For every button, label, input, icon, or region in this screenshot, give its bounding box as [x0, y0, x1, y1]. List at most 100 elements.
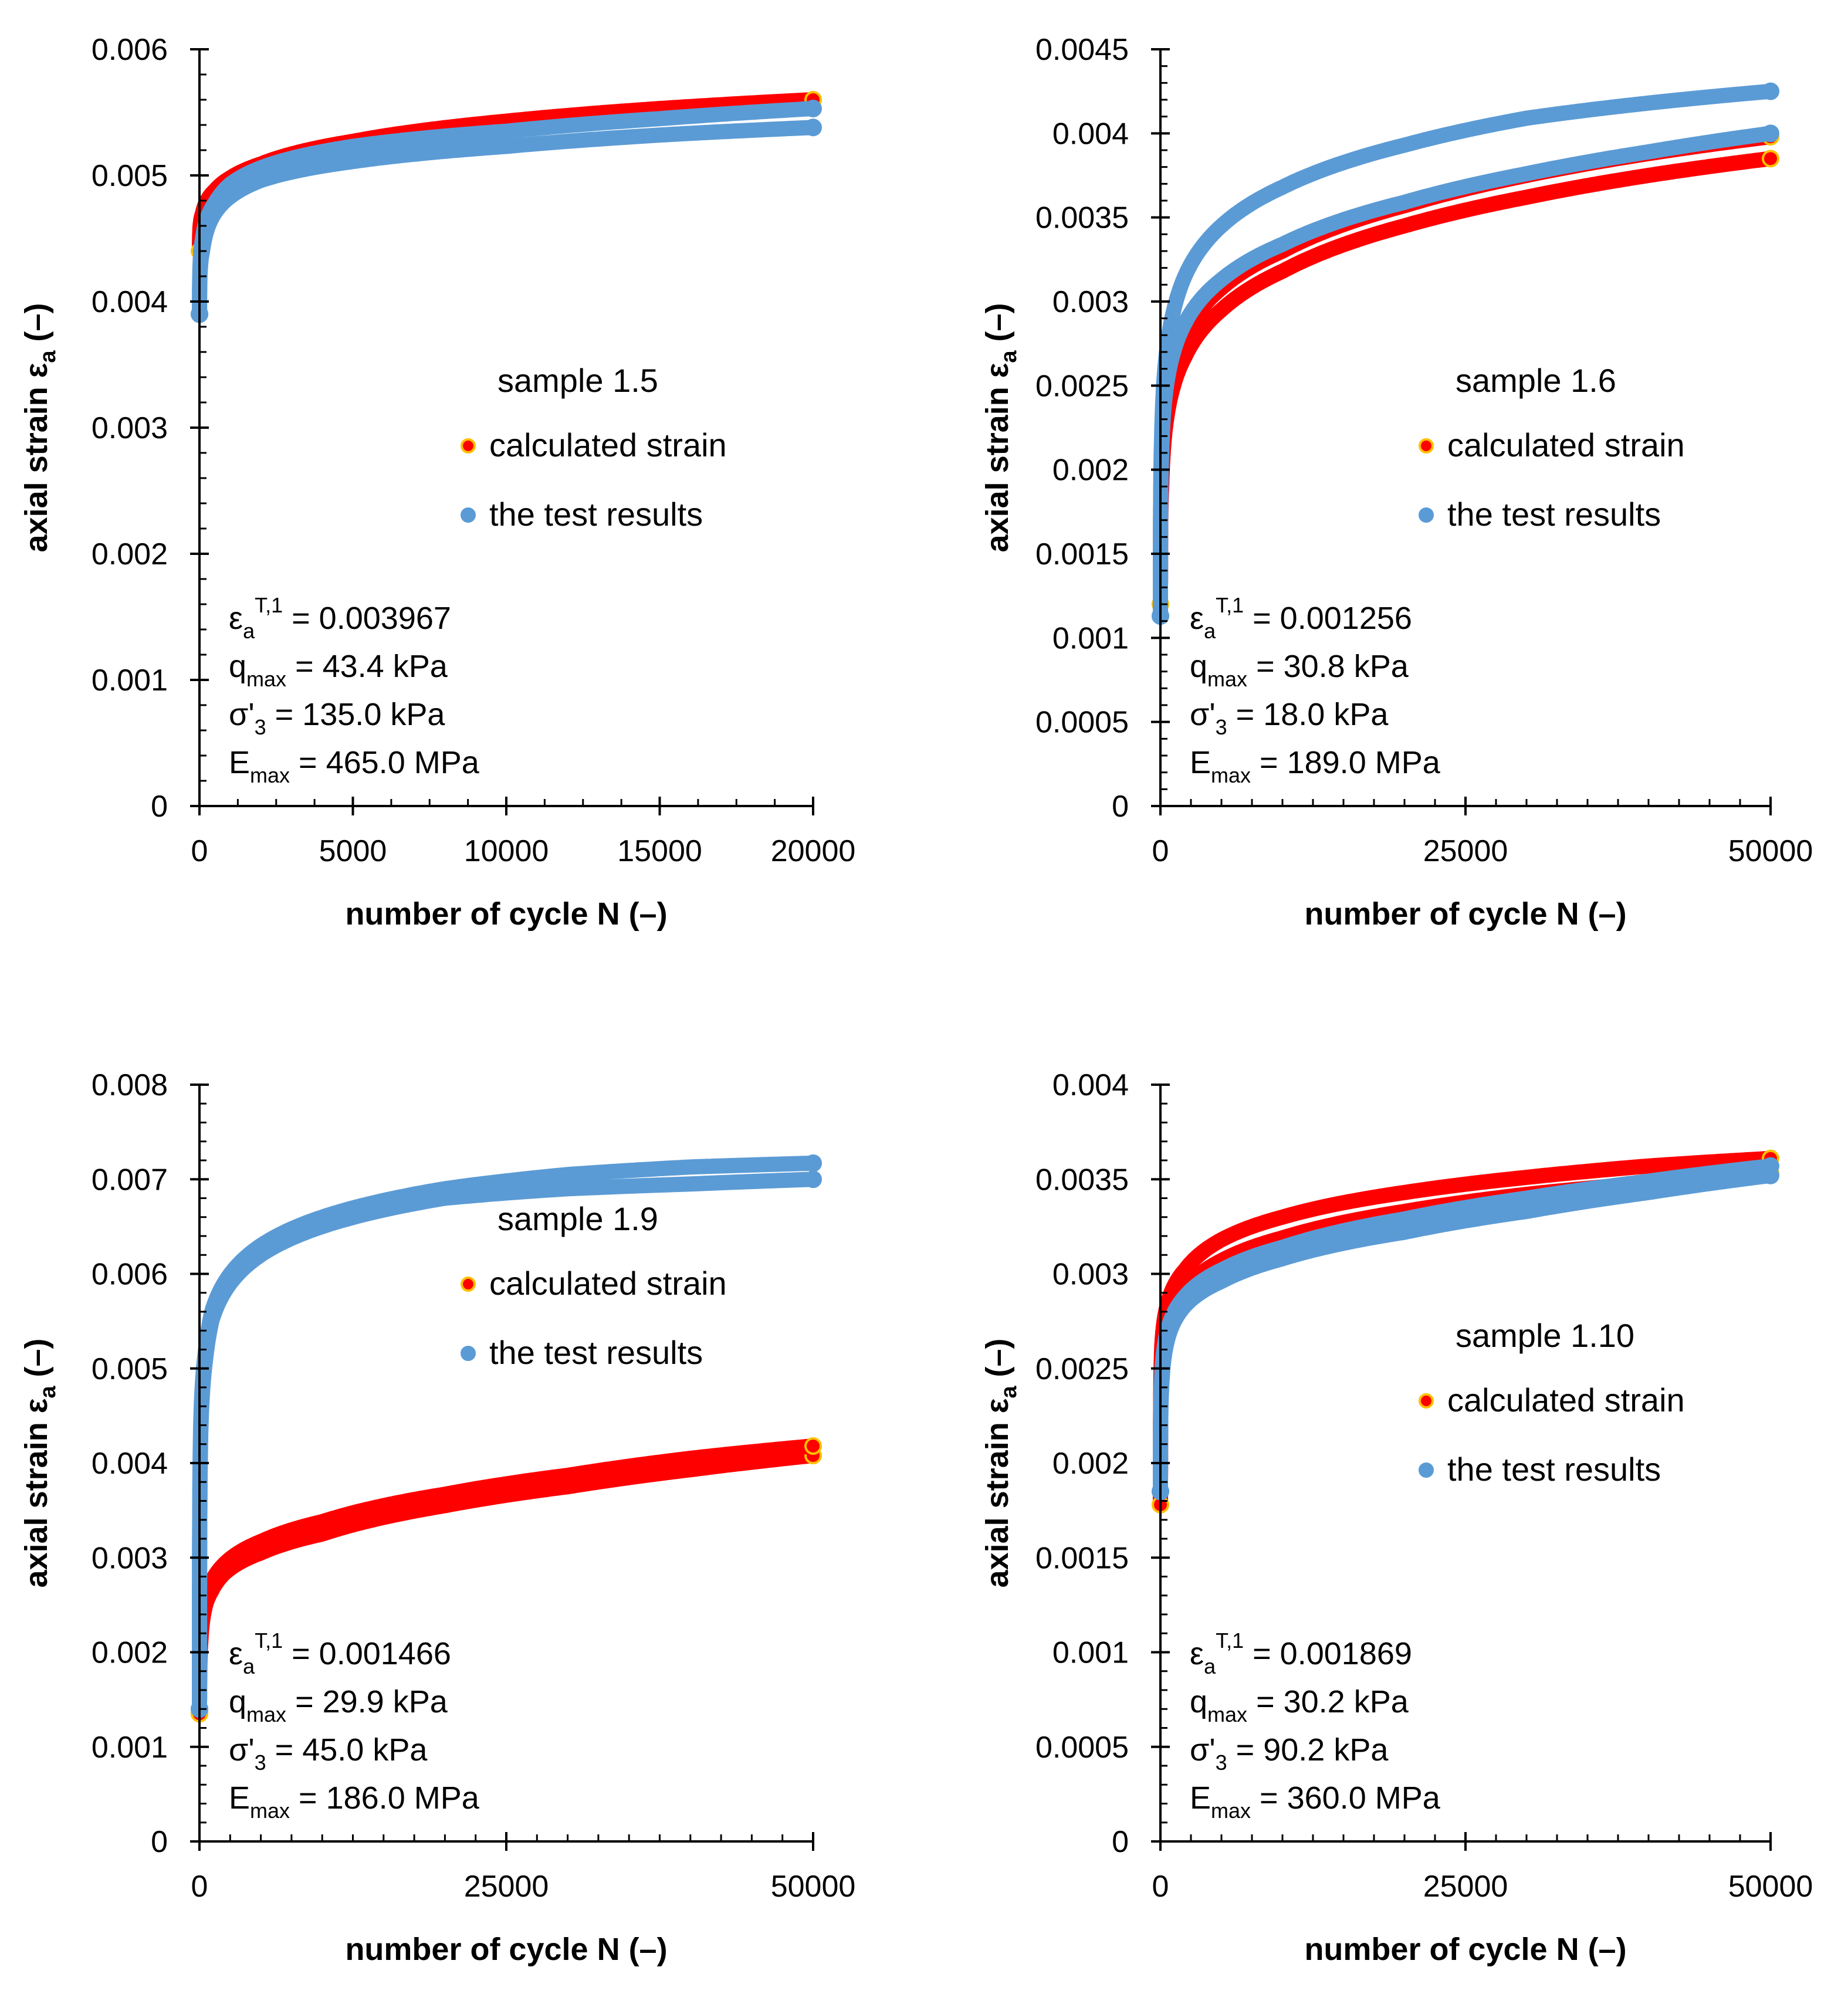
parameter-block: εaT,1 = 0.001256 qmax = 30.8 kPa σ'3 = 18.… — [1190, 593, 1441, 787]
param-line: qmax = 30.8 kPa — [1190, 649, 1409, 691]
legend-marker-test — [1419, 1462, 1434, 1478]
legend-marker-test — [461, 507, 476, 523]
y-tick-label: 0.001 — [1052, 1636, 1129, 1670]
y-axis-title: axial strain εa (–) — [19, 1339, 60, 1588]
x-tick-label: 50000 — [1728, 1870, 1813, 1904]
y-axis-title: axial strain εa (–) — [980, 1339, 1021, 1588]
x-tick-label: 20000 — [771, 834, 856, 868]
y-tick-label: 0.002 — [1052, 1447, 1129, 1481]
legend-label-calculated: calculated strain — [1447, 1382, 1685, 1418]
y-tick-label: 0 — [151, 790, 168, 824]
x-axis-title: number of cycle N (–) — [1304, 1932, 1626, 1967]
marker-end — [1762, 82, 1779, 100]
x-tick-label: 25000 — [1423, 834, 1508, 868]
param-line: Emax = 465.0 MPa — [229, 745, 480, 787]
param-line: σ'3 = 135.0 kPa — [229, 697, 445, 739]
x-tick-label: 25000 — [1423, 1870, 1508, 1904]
legend-label-calculated: calculated strain — [489, 426, 727, 463]
y-axis-title: axial strain εa (–) — [19, 303, 60, 553]
legend-title: sample 1.6 — [1456, 362, 1616, 399]
param-line: σ'3 = 18.0 kPa — [1190, 697, 1389, 739]
legend: sample 1.5 calculated strain the test resu… — [461, 362, 727, 533]
x-tick-label: 0 — [191, 1870, 208, 1904]
x-tick-label: 0 — [1152, 834, 1169, 868]
marker-end — [1762, 1157, 1779, 1175]
param-line: Emax = 186.0 MPa — [229, 1780, 480, 1823]
chart-panel-4: 0 0.0005 0.001 0.0015 0.002 0.0025 0.003 0.0035… — [980, 1068, 1813, 1967]
x-tick-label: 25000 — [464, 1870, 549, 1904]
marker-end — [804, 1437, 822, 1455]
param-line: qmax = 30.2 kPa — [1190, 1684, 1409, 1726]
y-tick-label: 0.0035 — [1035, 201, 1129, 235]
y-tick-label: 0.004 — [92, 285, 168, 319]
y-tick-label: 0.004 — [1052, 1068, 1129, 1102]
series-test-band-2 — [192, 120, 821, 322]
legend-title: sample 1.5 — [497, 362, 658, 399]
x-tick-label: 10000 — [464, 834, 549, 868]
legend-marker-test — [1419, 507, 1434, 523]
y-tick-label: 0.001 — [1052, 621, 1129, 655]
y-tick-label: 0.005 — [92, 1352, 168, 1386]
y-tick-label: 0.004 — [92, 1447, 168, 1481]
y-tick-label: 0.0025 — [1035, 369, 1129, 403]
x-tick-label: 0 — [191, 834, 208, 868]
legend-label-test: the test results — [1447, 496, 1661, 533]
y-tick-label: 0.0025 — [1035, 1352, 1129, 1386]
y-tick-label: 0.005 — [92, 159, 168, 193]
y-tick-label: 0.006 — [92, 1258, 168, 1292]
x-tick-label: 0 — [1152, 1870, 1169, 1904]
legend: sample 1.6 calculated strain the test resu… — [1419, 362, 1685, 533]
legend-title: sample 1.10 — [1456, 1317, 1634, 1354]
marker-end — [1762, 150, 1779, 168]
param-line: σ'3 = 90.2 kPa — [1190, 1732, 1389, 1775]
legend: sample 1.10 calculated strain the test res… — [1419, 1317, 1685, 1488]
param-line: qmax = 43.4 kPa — [229, 649, 448, 691]
marker-end — [804, 118, 822, 137]
param-line: Emax = 360.0 MPa — [1190, 1780, 1441, 1823]
series-calculated-band-1 — [192, 1448, 821, 1722]
y-tick-label: 0.007 — [92, 1163, 168, 1197]
y-tick-label: 0.006 — [92, 33, 168, 67]
chart-panel-3: 0 0.001 0.002 0.003 0.004 0.005 0.006 0.007 0.00… — [19, 1068, 855, 1967]
legend-marker-calculated — [1419, 1393, 1434, 1409]
legend-marker-calculated — [461, 438, 476, 453]
legend: sample 1.9 calculated strain the test resu… — [461, 1200, 727, 1371]
x-axis-title: number of cycle N (–) — [1304, 896, 1626, 932]
y-tick-label: 0 — [151, 1825, 168, 1859]
x-axis-title: number of cycle N (–) — [345, 1932, 667, 1967]
y-tick-label: 0.0035 — [1035, 1163, 1129, 1197]
legend-label-test: the test results — [489, 496, 703, 533]
y-axis-title: axial strain εa (–) — [980, 303, 1021, 553]
y-tick-label: 0.003 — [92, 411, 168, 445]
legend-marker-calculated — [1419, 438, 1434, 453]
param-line: εaT,1 = 0.001256 — [1190, 593, 1412, 643]
y-tick-label: 0.0005 — [1035, 706, 1129, 740]
y-tick-label: 0.002 — [92, 537, 168, 571]
legend-title: sample 1.9 — [497, 1200, 658, 1237]
param-line: Emax = 189.0 MPa — [1190, 745, 1441, 787]
marker-end — [804, 1170, 822, 1189]
legend-marker-test — [461, 1346, 476, 1361]
legend-label-calculated: calculated strain — [489, 1265, 727, 1302]
parameter-block: εaT,1 = 0.001466 qmax = 29.9 kPa σ'3 = 45.… — [229, 1628, 480, 1823]
y-tick-label: 0.008 — [92, 1068, 168, 1102]
x-tick-label: 15000 — [617, 834, 702, 868]
y-tick-label: 0.001 — [92, 663, 168, 698]
chart-panel-1: 0 0.001 0.002 0.003 0.004 0.005 0.006 0 5000 1000… — [19, 33, 855, 932]
param-line: qmax = 29.9 kPa — [229, 1684, 448, 1726]
param-line: εaT,1 = 0.001869 — [1190, 1628, 1412, 1678]
legend-label-test: the test results — [489, 1334, 703, 1371]
y-tick-label: 0.0015 — [1035, 537, 1129, 571]
marker-end — [804, 1154, 822, 1172]
y-tick-label: 0.002 — [92, 1636, 168, 1670]
x-axis-title: number of cycle N (–) — [345, 896, 667, 932]
series-calculated-band-2 — [192, 1438, 821, 1722]
series-test-band-2 — [192, 1155, 821, 1717]
parameter-block: εaT,1 = 0.001869 qmax = 30.2 kPa σ'3 = 90.… — [1190, 1628, 1441, 1823]
x-tick-label: 5000 — [319, 834, 387, 868]
legend-label-test: the test results — [1447, 1451, 1661, 1488]
param-line: εaT,1 = 0.003967 — [229, 593, 451, 643]
y-tick-label: 0.004 — [1052, 117, 1129, 151]
chart-panel-2: 0 0.0005 0.001 0.0015 0.002 0.0025 0.003 0.0035… — [980, 33, 1813, 932]
